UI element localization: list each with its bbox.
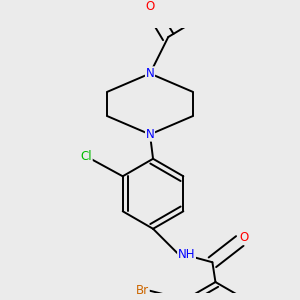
Text: N: N: [146, 67, 154, 80]
Text: O: O: [146, 0, 154, 13]
Text: O: O: [240, 231, 249, 244]
Text: Br: Br: [136, 284, 149, 297]
Text: Cl: Cl: [80, 150, 92, 163]
Text: N: N: [146, 128, 154, 141]
Text: NH: NH: [178, 248, 195, 261]
